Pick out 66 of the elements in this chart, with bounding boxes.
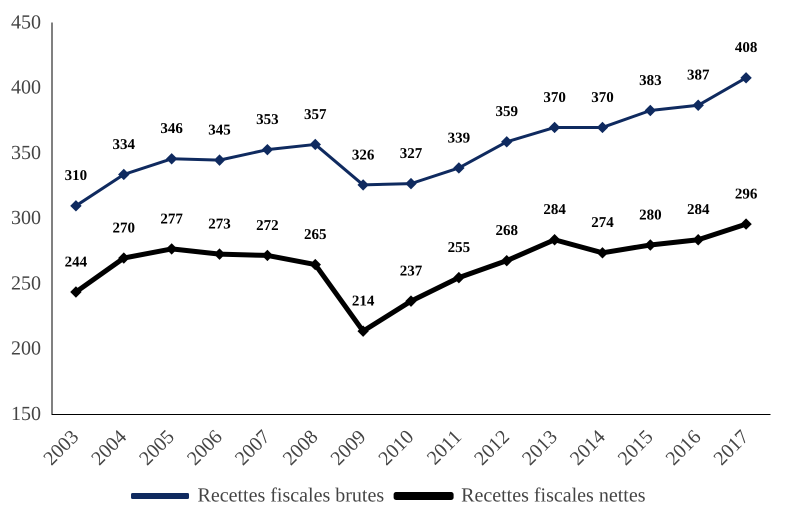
data-label: 284: [686, 202, 710, 218]
point: [166, 153, 178, 164]
data-label: 383: [639, 72, 662, 89]
point: [118, 168, 130, 180]
point: [740, 218, 752, 230]
data-label: 272: [256, 218, 279, 234]
point: [310, 138, 321, 150]
data-label: 359: [495, 104, 518, 120]
point: [358, 179, 369, 190]
data-label: 353: [256, 112, 279, 128]
data-label: 296: [734, 186, 758, 202]
data-label: 346: [160, 121, 184, 138]
data-label: 244: [64, 254, 88, 270]
point: [501, 255, 512, 266]
y-tick-label: 200: [11, 338, 41, 360]
point: [406, 296, 416, 307]
legend-label: Recettes fiscales nettes: [461, 484, 646, 506]
data-label: 387: [686, 68, 710, 84]
data-label: 237: [400, 264, 423, 280]
point: [70, 200, 82, 212]
data-label: 255: [448, 240, 470, 256]
y-tick-label: 250: [11, 272, 41, 294]
data-label: 270: [112, 220, 136, 236]
point: [692, 100, 704, 111]
data-label: 280: [639, 207, 662, 224]
data-label: 370: [591, 90, 614, 106]
y-tick-label: 300: [11, 207, 41, 230]
y-tick-label: 400: [11, 76, 41, 99]
point: [310, 259, 321, 270]
point: [549, 122, 560, 133]
point: [501, 136, 512, 148]
point: [262, 144, 273, 156]
data-label: 327: [400, 146, 423, 162]
y-tick-label: 350: [11, 142, 41, 164]
point: [118, 252, 130, 264]
data-label: 214: [352, 294, 375, 310]
point: [453, 272, 464, 284]
point: [453, 162, 464, 174]
y-tick-label: 150: [11, 402, 41, 425]
data-label: 345: [208, 122, 231, 138]
data-label: 284: [543, 202, 566, 218]
point: [596, 247, 608, 258]
point: [214, 154, 226, 166]
data-label: 273: [208, 216, 231, 233]
data-label: 274: [591, 215, 614, 232]
data-label: 408: [734, 40, 758, 56]
data-label: 265: [304, 226, 327, 243]
x-tick-label: 2011: [422, 426, 466, 470]
point: [549, 234, 560, 246]
data-label: 268: [495, 223, 518, 240]
point: [596, 122, 608, 133]
data-label: 334: [112, 136, 136, 153]
legend-label: Recettes fiscales brutes: [198, 484, 384, 506]
data-label: 326: [352, 147, 375, 164]
point: [406, 178, 416, 190]
data-label: 277: [160, 211, 184, 228]
data-label: 370: [543, 90, 566, 106]
point: [70, 286, 82, 298]
point: [358, 326, 369, 337]
point: [644, 104, 656, 116]
point: [692, 234, 704, 246]
data-label: 310: [64, 168, 88, 184]
point: [740, 72, 752, 84]
data-label: 339: [448, 130, 470, 146]
y-tick-label: 450: [11, 11, 41, 34]
data-label: 357: [304, 106, 328, 123]
